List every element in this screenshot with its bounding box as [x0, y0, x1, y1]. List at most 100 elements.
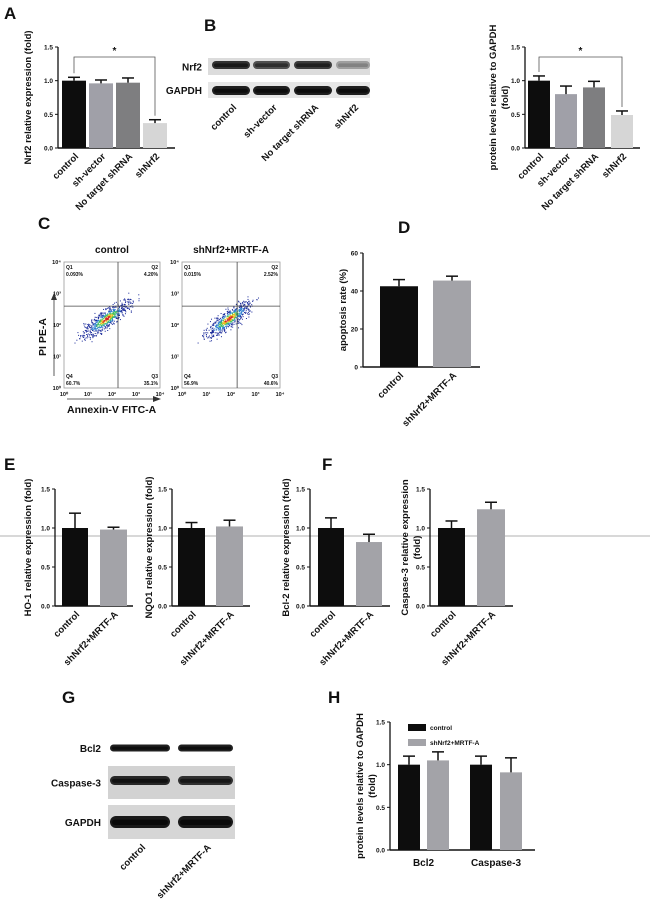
flow-event-dot [132, 303, 134, 305]
chart-h-legend-label: shNrf2+MRTF-A [430, 740, 480, 747]
flow-event-dot [244, 301, 246, 303]
quadrant-value-q3: 35.1% [144, 381, 159, 387]
flow-event-dot [108, 325, 110, 327]
chart-e1-bar-1 [100, 529, 127, 606]
flow-event-dot [100, 320, 102, 322]
flow-event-dot [224, 324, 226, 326]
flow-event-dot [109, 314, 111, 316]
flow-event-dot [103, 316, 105, 318]
flow-event-dot [230, 314, 232, 316]
flow-event-dot [128, 299, 130, 301]
flow-event-dot [224, 313, 226, 315]
flow-event-dot [128, 298, 130, 300]
flow-event-dot [211, 340, 213, 342]
flow-event-dot [210, 326, 212, 328]
flow-event-dot [94, 327, 96, 329]
flow-event-dot [87, 324, 89, 326]
flow-plot-1-title: shNrf2+MRTF-A [193, 245, 269, 256]
flow-event-dot [98, 317, 100, 319]
flow-event-dot [228, 317, 230, 319]
flow-event-dot [241, 311, 243, 313]
flow-event-dot [242, 309, 244, 311]
chart-e1-y-tick-label: 0.0 [41, 604, 50, 611]
flow-event-dot [104, 316, 106, 318]
flow-event-dot [222, 320, 224, 322]
flow-event-dot [98, 326, 100, 328]
chart-e1-y-tick-label: 1.5 [41, 487, 50, 494]
flow-event-dot [243, 308, 245, 310]
flow-event-dot [95, 335, 97, 337]
quadrant-label-q3: Q3 [151, 374, 158, 380]
chart-f1-y-axis-label: Bcl-2 relative expression (fold) [281, 478, 292, 616]
flow-event-dot [219, 322, 221, 324]
flow-event-dot [218, 333, 220, 335]
flow-event-dot [104, 321, 106, 323]
flow-event-dot [231, 316, 233, 318]
chart-e2-y-tick-label: 1.0 [158, 526, 167, 533]
chart-b-y-axis-label: protein levels relative to GAPDH [488, 25, 499, 171]
blot-g-band-2-1-core [180, 819, 231, 825]
flow-event-dot [209, 337, 211, 339]
flow-event-dot [106, 319, 108, 321]
panel-label-b: B [204, 16, 217, 35]
flow-event-dot [91, 341, 93, 343]
flow-event-dot [100, 322, 102, 324]
flow-event-dot [94, 327, 96, 329]
flow-event-dot [102, 314, 104, 316]
blot-b-band-0-1 [253, 61, 290, 69]
chart-a-bar-3 [143, 123, 167, 148]
chart-f2-y-tick-label: 1.5 [416, 487, 425, 494]
blot-b-band-1-0-core [214, 88, 248, 93]
flow-event-dot [82, 336, 84, 338]
flow-event-dot [99, 314, 101, 316]
flow-event-dot [232, 317, 234, 319]
flow-event-dot [92, 334, 94, 336]
flow-event-dot [197, 342, 199, 344]
panel-label-a: A [4, 4, 17, 23]
flow-event-dot [224, 332, 226, 334]
flow-event-dot [239, 312, 241, 314]
flow-event-dot [116, 320, 118, 322]
flow-event-dot [235, 310, 237, 312]
flow-event-dot [202, 335, 204, 337]
flow-event-dot [95, 329, 97, 331]
flow-event-dot [225, 308, 227, 310]
flow-event-dot [231, 312, 233, 314]
flow-event-dot [226, 312, 228, 314]
flow-event-dot [232, 314, 234, 316]
flow-event-dot [210, 332, 212, 334]
flow-event-dot [107, 307, 109, 309]
flow-event-dot [230, 329, 232, 331]
flow-event-dot [87, 324, 89, 326]
flow-event-dot [87, 333, 89, 335]
chart-e1-y-tick-label: 1.0 [41, 526, 50, 533]
flow-event-dot [246, 313, 248, 315]
flow-event-dot [209, 321, 211, 323]
flow-event-dot [233, 319, 235, 321]
flow-event-dot [109, 320, 111, 322]
flow-event-dot [221, 320, 223, 322]
flow-event-dot [112, 306, 114, 308]
flow-event-dot [244, 307, 246, 309]
flow-event-dot [112, 322, 114, 324]
flow-event-dot [207, 336, 209, 338]
quadrant-value-q3: 40.6% [264, 381, 279, 387]
flow-event-dot [207, 323, 209, 325]
flow-event-dot [129, 298, 131, 300]
flow-event-dot [220, 313, 222, 315]
flow-plot-0-frame [63, 261, 161, 389]
flow-event-dot [114, 307, 116, 309]
flow-event-dot [234, 315, 236, 317]
flow-event-dot [93, 323, 95, 325]
flow-event-dot [108, 324, 110, 326]
flow-event-dot [241, 313, 243, 315]
flow-event-dot [234, 314, 236, 316]
flow-event-dot [114, 309, 116, 311]
flow-event-dot [92, 333, 94, 335]
flow-event-dot [210, 337, 212, 339]
flow-event-dot [220, 319, 222, 321]
flow-event-dot [245, 301, 247, 303]
flow-event-dot [241, 312, 243, 314]
flow-event-dot [106, 324, 108, 326]
flow-event-dot [86, 330, 88, 332]
